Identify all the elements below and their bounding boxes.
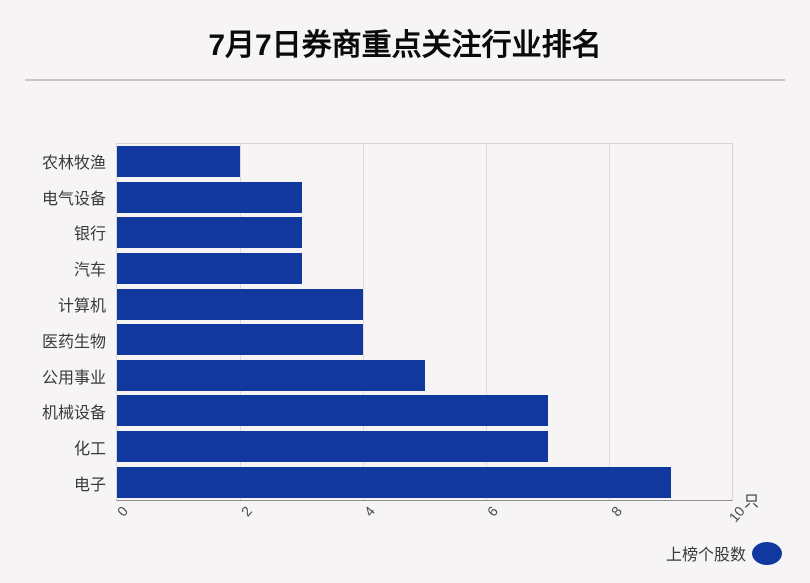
bar-row: [117, 322, 732, 358]
y-axis-label: 公用事业: [41, 369, 106, 387]
title-divider: [25, 79, 785, 81]
bar-row: [117, 215, 732, 251]
bar-计算机: [117, 288, 363, 320]
bar-row: [117, 358, 732, 394]
bar-row: [117, 429, 732, 465]
gridline: [486, 144, 487, 500]
y-axis-label: 银行: [73, 226, 106, 244]
y-axis-label: 医药生物: [41, 333, 106, 351]
chart-title: 7月7日券商重点关注行业排名: [208, 29, 602, 62]
x-tick-label: 8: [607, 503, 625, 520]
gridline: [240, 144, 241, 500]
gridline: [363, 144, 364, 500]
legend-marker-ellipse: [752, 541, 782, 565]
bar-公用事业: [117, 359, 425, 391]
gridline: [609, 144, 610, 500]
plot-area: [116, 143, 733, 501]
bar-row: [117, 393, 732, 429]
x-tick-label: 2: [237, 503, 255, 520]
bar-series: [117, 144, 732, 500]
y-axis-labels: 农林牧渔电气设备银行汽车计算机医药生物公用事业机械设备化工电子: [0, 143, 106, 501]
bar-医药生物: [117, 324, 363, 356]
y-axis-label: 计算机: [57, 298, 106, 316]
y-axis-label: 机械设备: [41, 405, 106, 423]
y-axis-label: 汽车: [73, 262, 106, 280]
legend: 上榜个股数: [666, 541, 782, 565]
bar-电子: [117, 466, 671, 498]
bar-row: [117, 180, 732, 216]
bar-汽车: [117, 253, 302, 285]
bar-row: [117, 286, 732, 322]
bar-row: [117, 464, 732, 500]
legend-label: 上榜个股数: [665, 547, 746, 564]
bar-农林牧渔: [117, 146, 240, 178]
bar-row: [117, 251, 732, 287]
y-axis-label: 电子: [73, 477, 106, 495]
y-axis-label: 化工: [73, 441, 106, 459]
x-tick-label: 0: [113, 503, 132, 520]
x-tick-label: 4: [360, 503, 379, 520]
bar-机械设备: [117, 395, 548, 427]
bar-银行: [117, 217, 302, 249]
bar-row: [117, 144, 732, 180]
bar-化工: [117, 431, 548, 463]
x-axis-unit-label: 只: [744, 493, 760, 510]
y-axis-label: 农林牧渔: [41, 154, 106, 172]
y-axis-label: 电气设备: [41, 190, 106, 208]
bar-电气设备: [117, 181, 302, 213]
x-tick-label: 6: [484, 503, 502, 520]
